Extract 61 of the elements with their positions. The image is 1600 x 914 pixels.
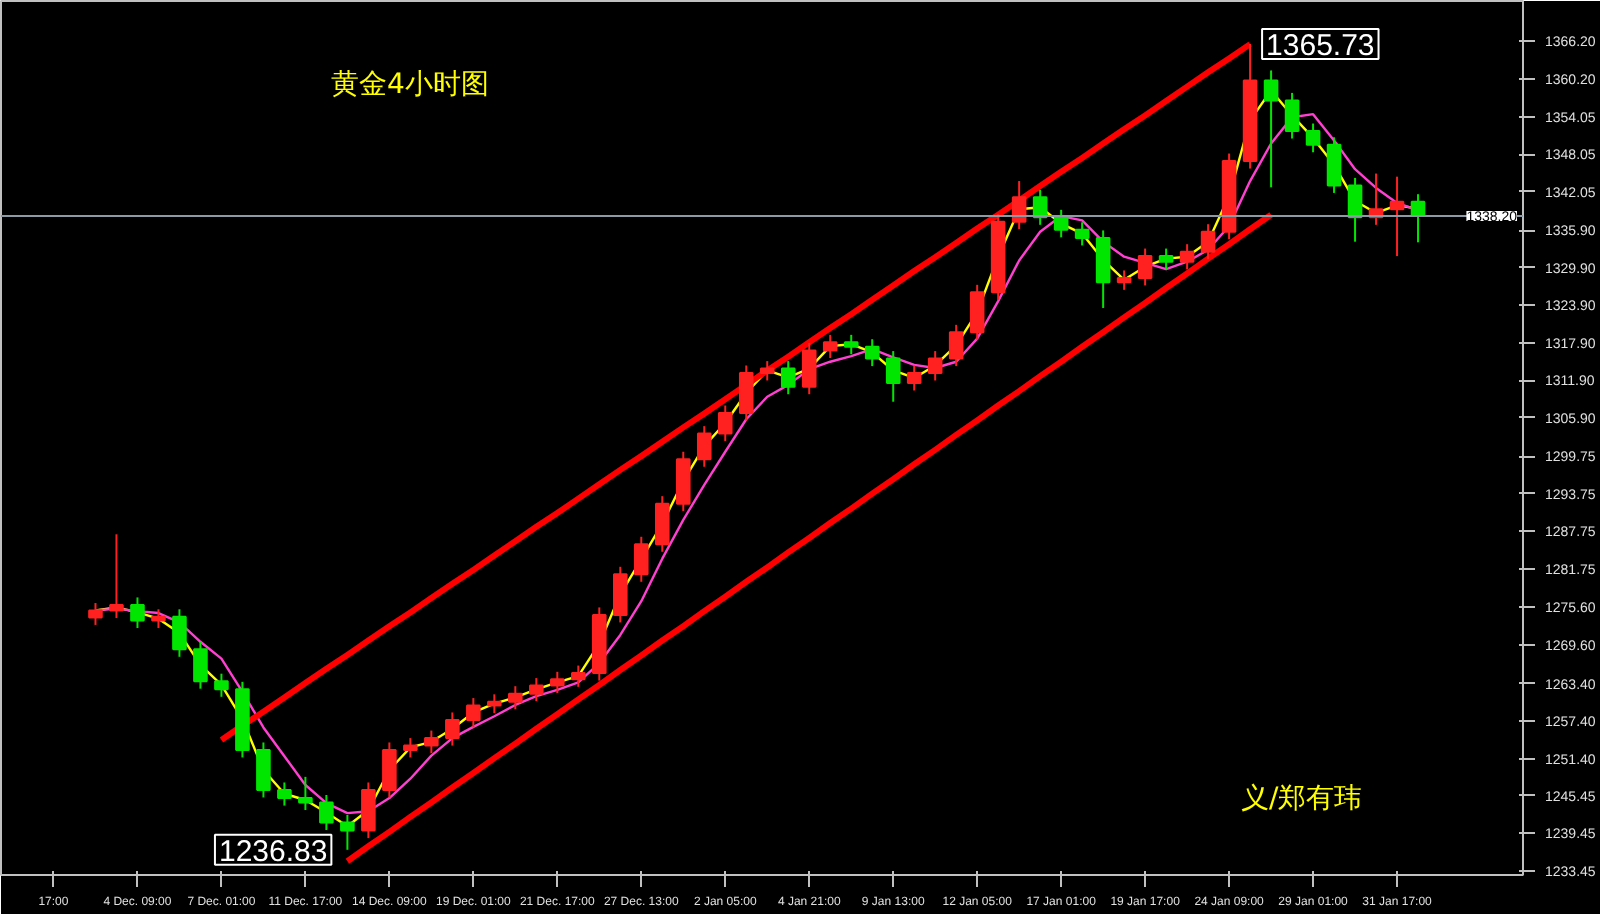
- candlestick: [88, 602, 103, 626]
- candlestick: [298, 775, 313, 811]
- candlestick: [1347, 176, 1363, 243]
- candlestick: [1179, 243, 1195, 271]
- candlestick: [508, 685, 523, 711]
- candlestick: [738, 364, 754, 422]
- candlestick: [550, 670, 565, 695]
- candlestick: [151, 608, 166, 630]
- annotation: 1365.73: [1266, 28, 1375, 63]
- candlestick: [633, 535, 649, 583]
- candlestick: [843, 333, 859, 356]
- candlestick: [801, 341, 817, 396]
- candlestick: [1074, 221, 1090, 247]
- candlestick: [1389, 175, 1405, 258]
- candlestick: [403, 737, 418, 759]
- candlestick: [487, 693, 502, 715]
- candlestick: [130, 596, 145, 630]
- candlestick: [948, 323, 964, 368]
- candlestick: [571, 664, 586, 688]
- candlestick: [1053, 208, 1069, 239]
- annotation: 义/郑有玮: [1241, 783, 1363, 815]
- candlestick: [885, 350, 901, 403]
- candlestick: [529, 677, 544, 703]
- candlestick: [1200, 223, 1216, 261]
- candlestick: [1116, 269, 1132, 291]
- candlestick: [906, 364, 922, 392]
- candlestick: [613, 565, 628, 624]
- candlestick: [109, 533, 124, 620]
- candlestick: [256, 741, 271, 799]
- candlestick: [466, 697, 481, 729]
- candlestick: [340, 813, 355, 851]
- candlestick: [277, 781, 292, 807]
- candlestick: [1158, 247, 1174, 271]
- candlestick: [759, 360, 775, 382]
- annotation: 1236.83: [218, 834, 328, 869]
- candlestick: [927, 350, 943, 382]
- candlestick: [382, 741, 397, 799]
- candlestick: [319, 793, 334, 831]
- candlestick: [445, 711, 460, 747]
- candlestick: [696, 425, 712, 468]
- candlestick: [172, 608, 187, 658]
- candlestick: [822, 333, 838, 359]
- candlestick: [780, 360, 796, 396]
- candlestick: [654, 495, 670, 553]
- candlestick: [864, 338, 880, 368]
- candlestick: [717, 404, 733, 443]
- candlestick: [675, 450, 691, 513]
- candlestick: [214, 672, 229, 698]
- candlestick: [1305, 122, 1321, 154]
- candlestick: [1095, 229, 1111, 309]
- candlestick: [1326, 136, 1342, 194]
- candlestick: [1263, 69, 1279, 189]
- candlestick: [361, 781, 376, 840]
- text: 黄金4小时图: [331, 69, 489, 101]
- candlestick: [1137, 247, 1153, 287]
- line-series: [218, 41, 1254, 743]
- candlestick: [424, 729, 439, 755]
- candlestick: [1284, 91, 1300, 140]
- candlestick: [969, 283, 985, 341]
- candlestick: [193, 640, 208, 690]
- candlestick: [1011, 180, 1027, 231]
